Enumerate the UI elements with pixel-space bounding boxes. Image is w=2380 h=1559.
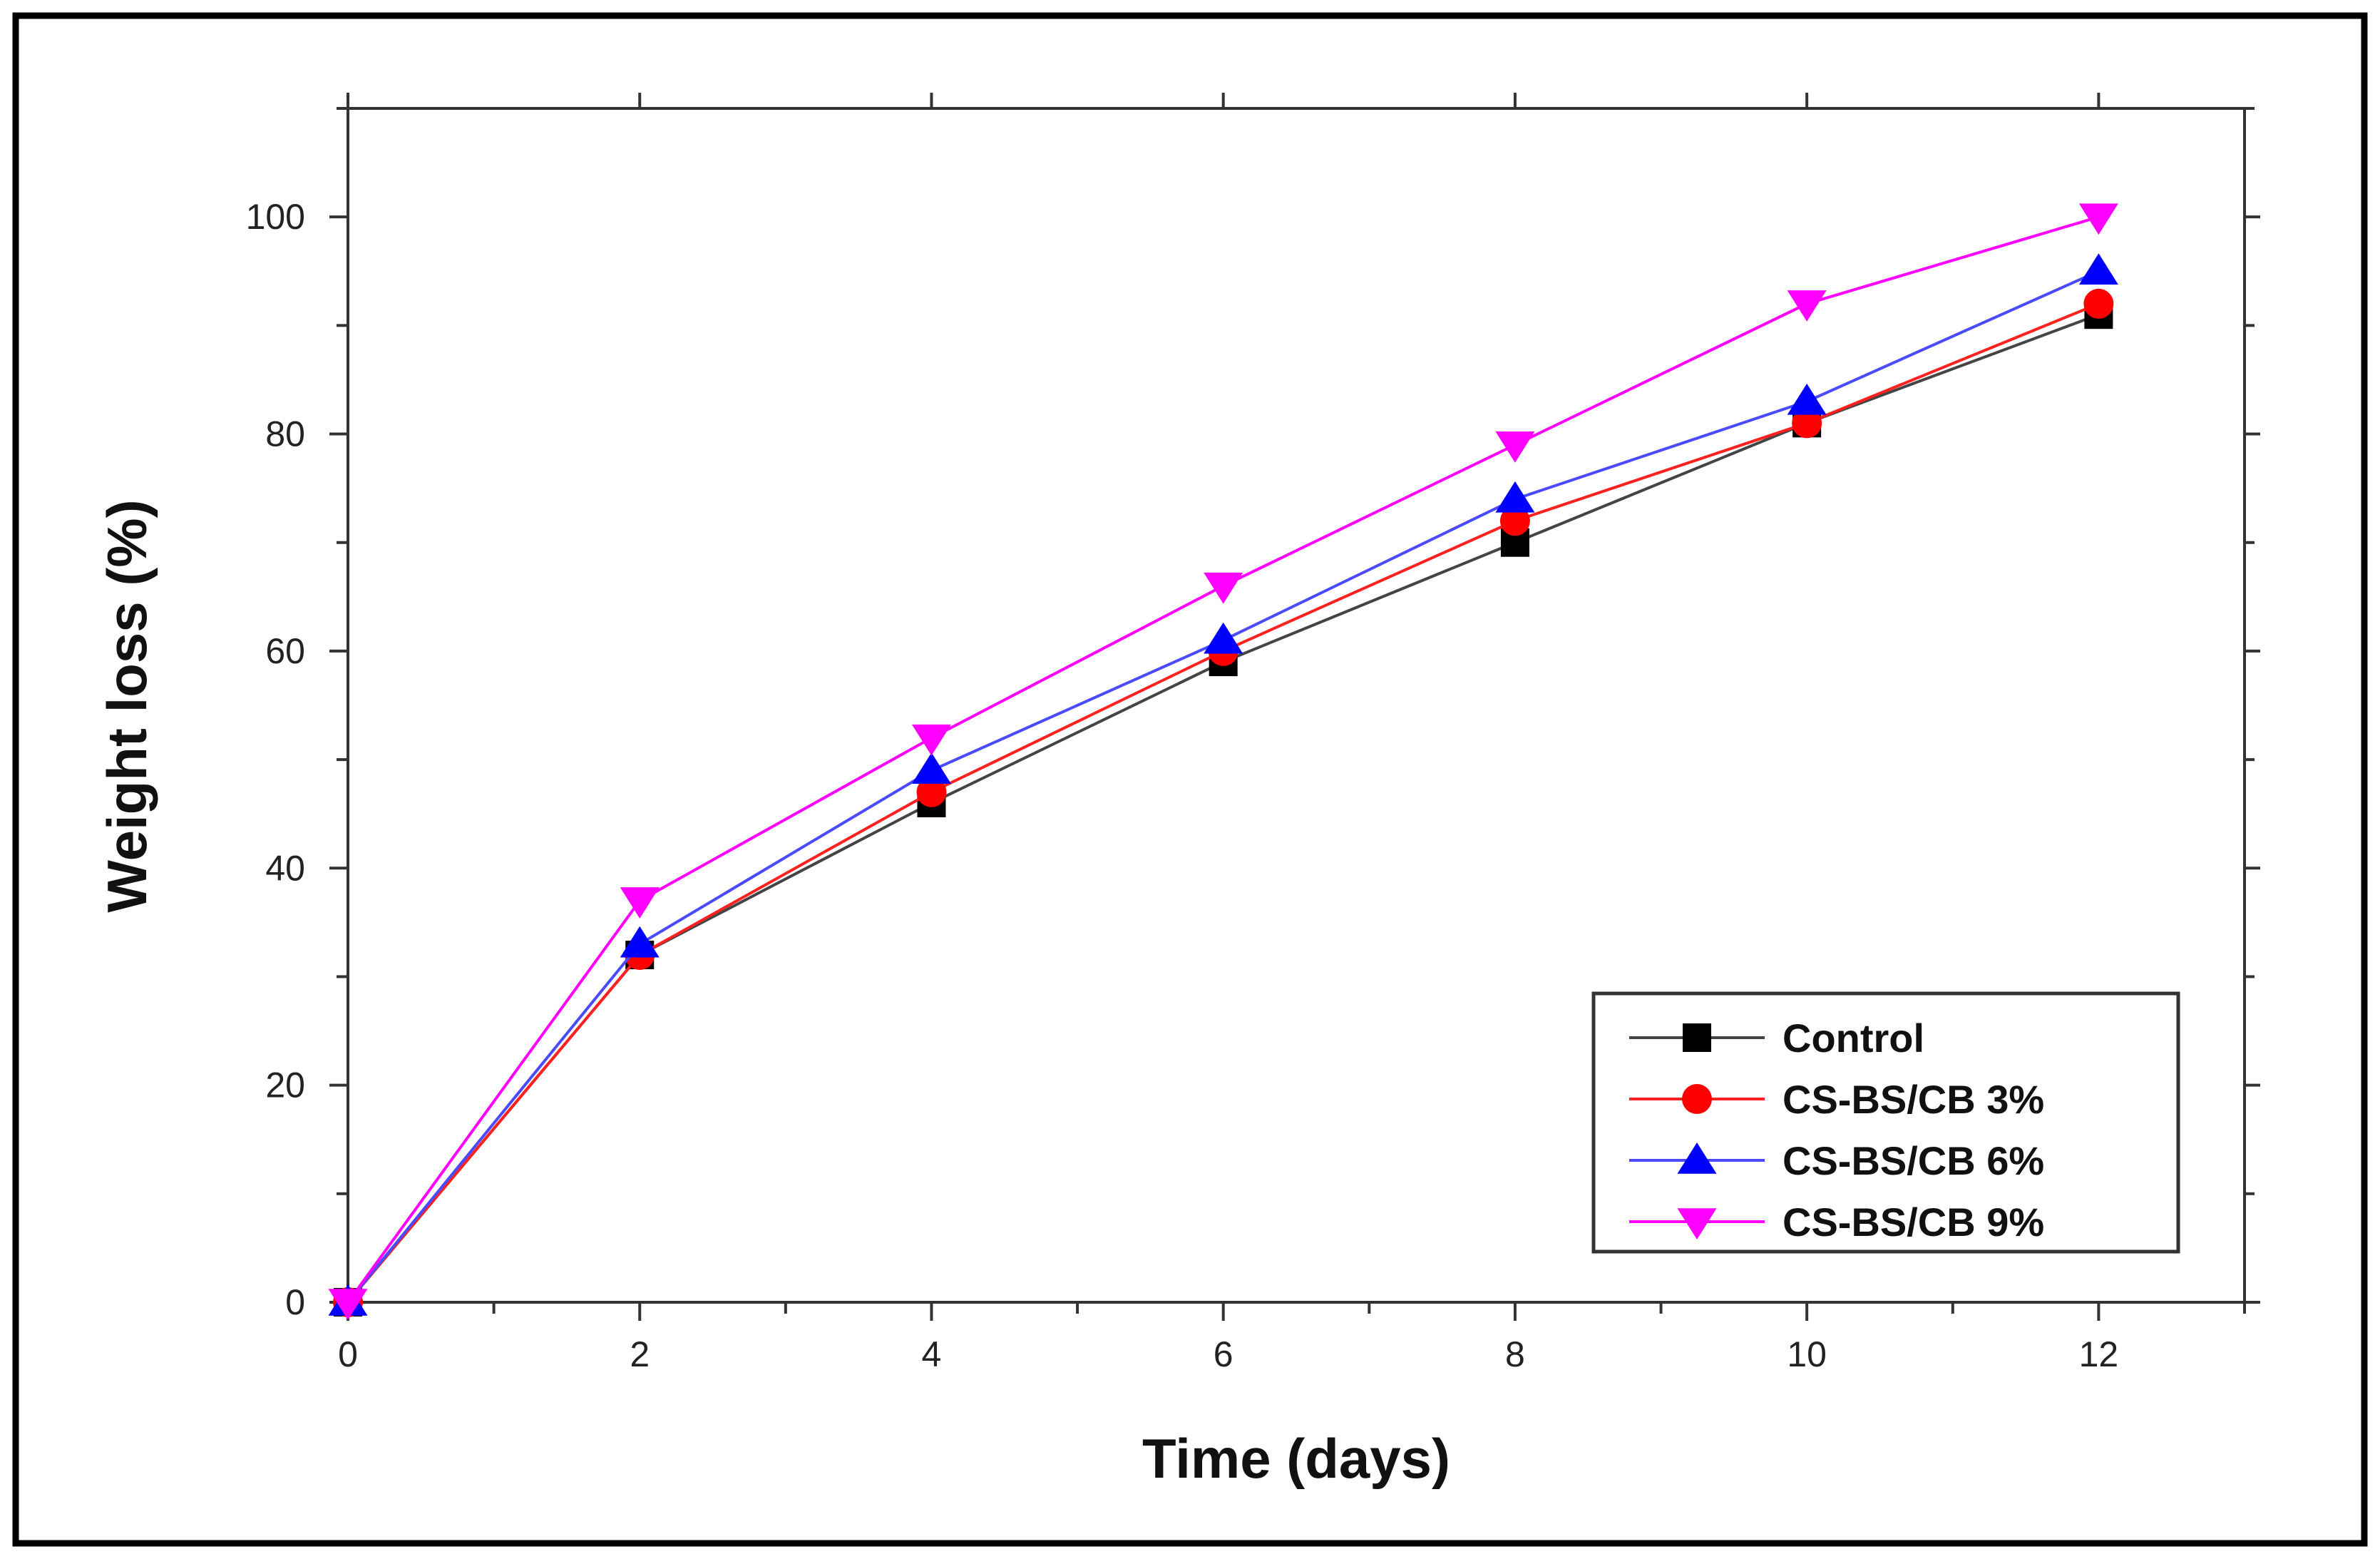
y-tick-label: 80 [265,414,305,454]
legend-item: CS-BS/CB 3% [1629,1077,2044,1122]
x-tick-label: 8 [1505,1334,1525,1374]
data-point [1204,572,1243,604]
y-axis-ticks: 0 20 40 60 80 100 [246,107,2260,1322]
figure-border [12,12,2368,1547]
x-tick-label: 2 [630,1334,650,1374]
data-point [911,724,951,756]
y-tick-label: 0 [285,1282,305,1322]
data-point [620,887,660,919]
data-point [1499,506,1530,536]
x-axis-title: Time (days) [1142,1427,1450,1490]
data-point [328,1289,368,1320]
x-tick-label: 4 [922,1334,942,1374]
series-layer [328,203,2118,1320]
legend-label: Control [1783,1016,1924,1060]
x-axis-ticks: 0 2 4 6 8 10 12 [338,93,2246,1374]
y-tick-label: 100 [246,197,305,237]
data-point [1495,481,1535,513]
data-point [1792,408,1822,439]
x-tick-label: 0 [338,1334,358,1374]
x-tick-label: 12 [2079,1334,2119,1374]
data-point [1495,431,1535,463]
data-point [1204,622,1243,654]
x-tick-label: 6 [1214,1334,1233,1374]
x-tick-label: 10 [1787,1334,1827,1374]
legend-label: CS-BS/CB 6% [1783,1138,2044,1183]
legend-label: CS-BS/CB 3% [1783,1077,2044,1122]
data-point [1787,383,1827,415]
y-tick-label: 40 [265,848,305,888]
data-point [2078,203,2118,235]
series-4 [328,203,2118,1320]
y-tick-label: 60 [265,631,305,671]
legend-item: CS-BS/CB 9% [1629,1200,2044,1244]
data-point [1787,290,1827,322]
data-point [916,777,947,807]
data-point [2078,253,2118,285]
data-point [911,752,951,784]
y-tick-label: 20 [265,1065,305,1105]
legend-item: CS-BS/CB 6% [1629,1138,2044,1183]
legend-label: CS-BS/CB 9% [1783,1200,2044,1244]
plot-area [347,107,2246,1304]
legend-items: Control CS-BS/CB 3% CS-BS/CB 6% CS-BS/CB 9% [1629,1016,2044,1244]
legend-marker [1682,1084,1712,1114]
y-axis-title: Weight loss (%) [96,499,158,912]
data-point [2083,288,2114,319]
legend: Control CS-BS/CB 3% CS-BS/CB 6% CS-BS/CB 9% [1591,991,2180,1254]
data-point [620,926,660,958]
legend-marker [1677,1208,1717,1239]
legend-item: Control [1629,1016,1924,1060]
legend-marker [1683,1023,1711,1052]
legend-marker [1677,1143,1717,1174]
